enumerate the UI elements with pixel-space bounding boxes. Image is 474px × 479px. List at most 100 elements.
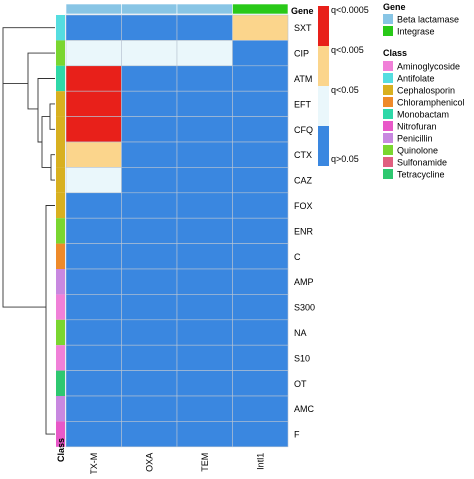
cell-atm-tem — [176, 65, 233, 92]
cell-sxt-tem — [176, 14, 233, 41]
cell-s300-oxa — [121, 294, 178, 321]
row-label-atm: ATM — [294, 74, 312, 84]
class-legend: Class Aminoglycoside Antifolate Cephalospor… — [383, 48, 465, 180]
class-annotation-caz — [56, 167, 65, 193]
class-legend-label-tetracycline: Tetracycline — [397, 170, 445, 180]
cell-f-ctx-m — [65, 421, 122, 448]
scale-swatch-q-0-005 — [318, 46, 329, 86]
class-annotation-sxt — [56, 15, 65, 41]
dendrogram-branch-4 — [37, 78, 55, 143]
row-label-cfq: CFQ — [294, 125, 313, 135]
cell-c-ctx-m — [65, 243, 122, 270]
gene-annotation-title: Gene — [291, 6, 314, 16]
cell-eft-oxa — [121, 90, 178, 117]
gene-annotation-intl1 — [232, 3, 289, 15]
class-legend-swatch-cephalosporin — [383, 85, 393, 95]
class-legend-swatch-monobactam — [383, 109, 393, 119]
class-annotation-s10 — [56, 345, 65, 371]
class-legend-swatch-sulfonamide — [383, 157, 393, 167]
cell-atm-oxa — [121, 65, 178, 92]
cell-fox-ctx-m — [65, 192, 122, 219]
cell-na-ctx-m — [65, 319, 122, 346]
dendrogram-branch-2 — [50, 154, 55, 181]
cell-cip-tem — [176, 40, 233, 67]
gene-legend: Gene Beta lactamase Integrase — [383, 2, 459, 37]
cell-ot-tem — [176, 370, 233, 397]
row-label-sxt: SXT — [294, 23, 312, 33]
column-label-intl1: Intl1 — [255, 453, 265, 470]
scale-swatch-q-0-0005 — [318, 6, 329, 46]
class-annotation-atm — [56, 65, 65, 92]
cell-amc-ctx-m — [65, 395, 122, 422]
gene-legend-swatch-beta-lactamase — [383, 14, 393, 24]
row-label-enr: ENR — [294, 226, 314, 236]
class-legend-title: Class — [383, 48, 407, 58]
heatmap-cells — [65, 14, 289, 448]
gene-legend-swatch-integrase — [383, 26, 393, 36]
row-label-ctx: CTX — [294, 150, 312, 160]
cell-enr-ctx-m — [65, 217, 122, 244]
gene-annotation-ctx-m — [65, 3, 122, 15]
cell-c-intl1 — [232, 243, 289, 270]
cell-fox-tem — [176, 192, 233, 219]
cell-caz-intl1 — [232, 167, 289, 194]
dendrogram-branch-6 — [45, 205, 55, 435]
class-annotation-ot — [56, 370, 65, 396]
class-legend-swatch-quinolone — [383, 145, 393, 155]
cell-eft-intl1 — [232, 90, 289, 117]
cell-enr-oxa — [121, 217, 178, 244]
cell-caz-ctx-m — [65, 167, 122, 194]
class-annotation-na — [56, 319, 65, 346]
cell-enr-intl1 — [232, 217, 289, 244]
class-legend-label-cephalosporin: Cephalosporin — [397, 86, 455, 96]
cell-fox-intl1 — [232, 192, 289, 219]
cell-cfq-intl1 — [232, 116, 289, 143]
gene-legend-label-beta-lactamase: Beta lactamase — [397, 15, 459, 25]
scale-label-q-0-005: q<0.005 — [331, 45, 364, 55]
class-annotation-enr — [56, 218, 65, 244]
cell-na-tem — [176, 319, 233, 346]
cell-ctx-tem — [176, 141, 233, 168]
cell-s300-ctx-m — [65, 294, 122, 321]
cell-atm-intl1 — [232, 65, 289, 92]
cell-eft-tem — [176, 90, 233, 117]
row-label-amp: AMP — [294, 277, 314, 287]
cell-cfq-tem — [176, 116, 233, 143]
cell-fox-oxa — [121, 192, 178, 219]
cell-ctx-intl1 — [232, 141, 289, 168]
class-legend-swatch-aminoglycoside — [383, 61, 393, 71]
row-label-s10: S10 — [294, 353, 310, 363]
cell-na-oxa — [121, 319, 178, 346]
row-label-na: NA — [294, 328, 307, 338]
class-annotation-fox — [56, 192, 65, 219]
class-legend-label-aminoglycoside: Aminoglycoside — [397, 62, 460, 72]
class-legend-swatch-nitrofuran — [383, 121, 393, 131]
scale-swatch-q-0-05 — [318, 126, 329, 166]
cell-na-intl1 — [232, 319, 289, 346]
dendrogram-branch-1 — [49, 103, 55, 130]
class-annotation-bar — [56, 15, 65, 447]
cell-amp-oxa — [121, 268, 178, 295]
cell-amc-intl1 — [232, 395, 289, 422]
cell-f-oxa — [121, 421, 178, 448]
cell-s10-intl1 — [232, 344, 289, 371]
row-label-s300: S300 — [294, 303, 315, 313]
gene-annotation-tem — [176, 3, 233, 15]
cell-cfq-ctx-m — [65, 116, 122, 143]
row-label-c: C — [294, 252, 301, 262]
gene-annotation-bar — [65, 3, 289, 15]
column-label-oxa: OXA — [144, 453, 154, 472]
cell-sxt-oxa — [121, 14, 178, 41]
class-legend-swatch-tetracycline — [383, 169, 393, 179]
class-legend-label-antifolate: Antifolate — [397, 74, 435, 84]
row-label-amc: AMC — [294, 404, 315, 414]
class-annotation-ctx — [56, 142, 65, 168]
class-annotation-cip — [56, 40, 65, 66]
cell-s10-oxa — [121, 344, 178, 371]
class-legend-label-sulfonamide: Sulfonamide — [397, 158, 447, 168]
cell-cip-ctx-m — [65, 40, 122, 67]
cell-s300-tem — [176, 294, 233, 321]
cell-amc-oxa — [121, 395, 178, 422]
row-label-ot: OT — [294, 379, 307, 389]
scale-swatch-q-0-05 — [318, 86, 329, 126]
